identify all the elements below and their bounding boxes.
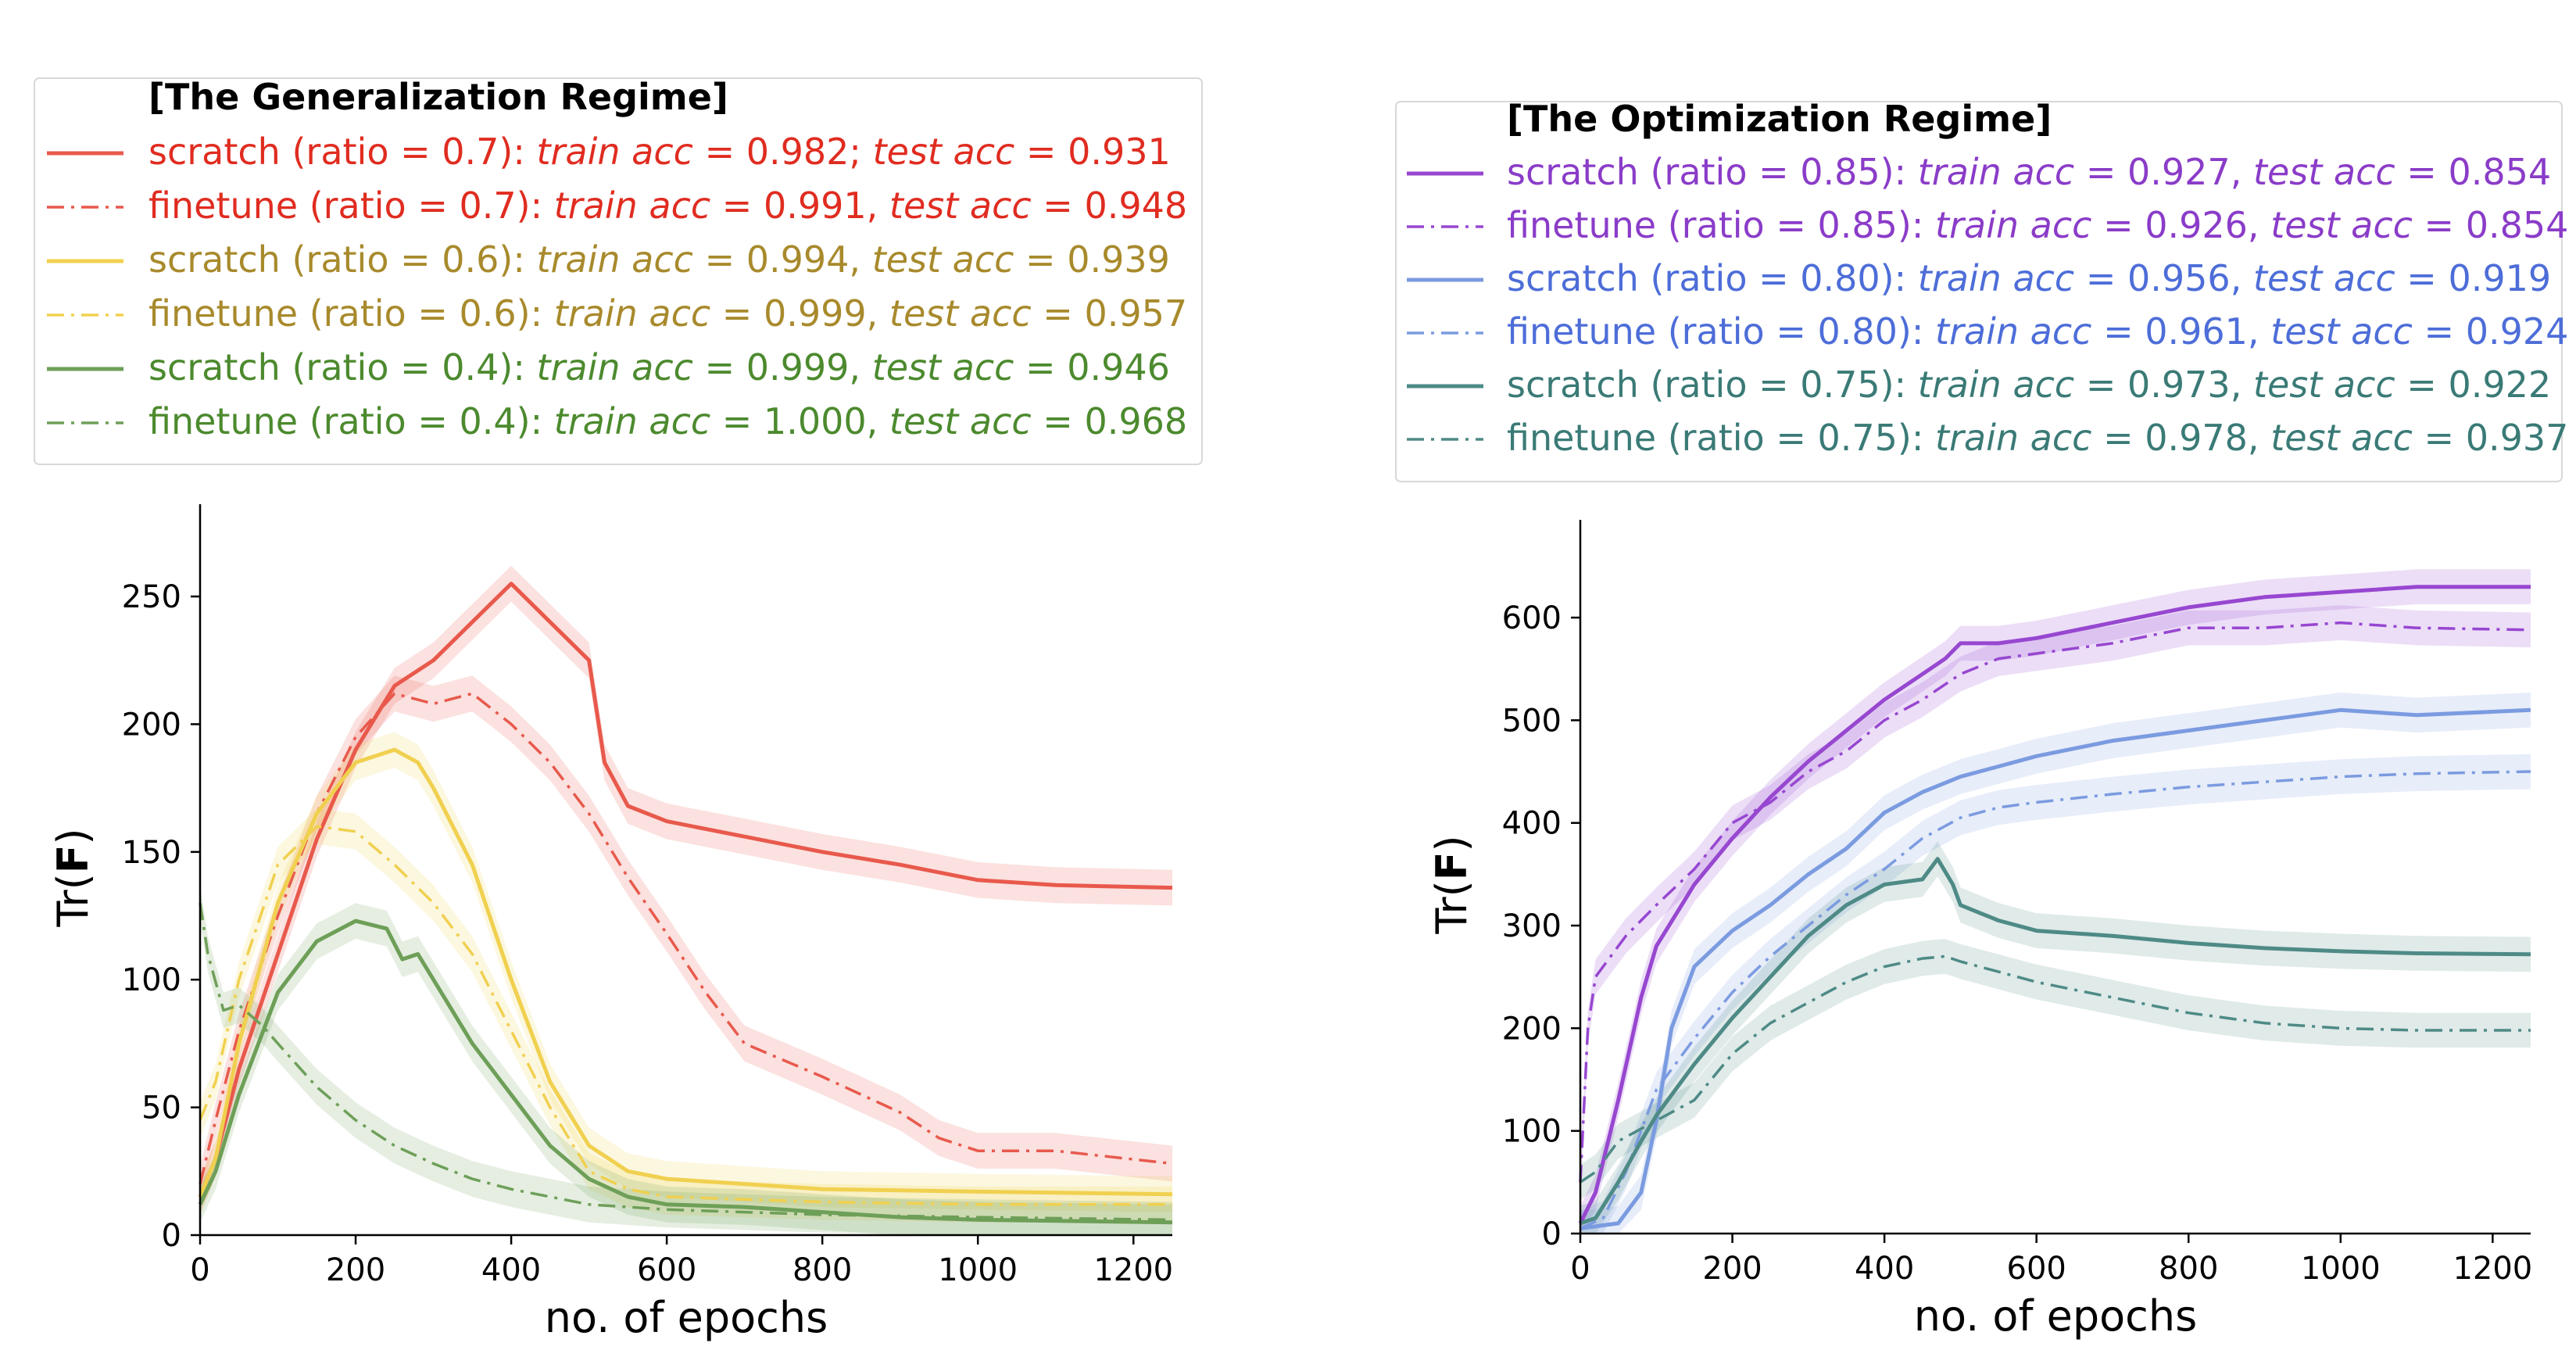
legend-entry: finetune (ratio = 0.6): train acc = 0.99… <box>148 292 1187 335</box>
x-tick-label: 1200 <box>1093 1252 1173 1288</box>
x-tick-label: 0 <box>190 1252 209 1288</box>
legend-entry: finetune (ratio = 0.7): train acc = 0.99… <box>148 184 1187 227</box>
series-line-1 <box>199 692 1173 1185</box>
x-tick-label: 800 <box>2159 1251 2218 1287</box>
series-band-0 <box>200 565 1172 1215</box>
y-tick-label: 500 <box>1502 703 1562 739</box>
y-tick-label: 0 <box>162 1218 181 1254</box>
series-line-0 <box>198 582 1173 1198</box>
series-band-1 <box>200 675 1172 1202</box>
x-tick-label: 200 <box>326 1252 385 1288</box>
x-tick-label: 600 <box>2007 1251 2066 1287</box>
series-band-5 <box>1580 939 2531 1200</box>
x-tick-label: 1000 <box>2301 1251 2381 1287</box>
legend-entry: scratch (ratio = 0.80): train acc = 0.95… <box>1507 257 2551 299</box>
y-tick-label: 100 <box>1502 1114 1562 1150</box>
series-band-0 <box>1580 569 2531 1234</box>
y-tick-label: 400 <box>1502 806 1562 842</box>
x-tick-label: 200 <box>1702 1251 1762 1287</box>
y-tick-label: 200 <box>1502 1011 1562 1047</box>
series-line-2 <box>198 747 1173 1198</box>
x-axis-label: no. of epochs <box>1914 1291 2197 1341</box>
right-panel: 0 200 400 600 800 1000 1200 0 100 200 300 400 500 600… <box>1395 98 2568 1341</box>
x-tick-label: 800 <box>792 1252 852 1288</box>
legend-box <box>1395 101 2563 482</box>
series-line-5 <box>199 902 1173 1222</box>
x-tick-label: 1000 <box>938 1252 1018 1288</box>
series-band-1 <box>1580 605 2531 1200</box>
legend-title: [The Generalization Regime] <box>148 76 728 118</box>
series-line-1 <box>1579 621 2531 1183</box>
y-tick-label: 0 <box>1542 1216 1562 1252</box>
series-line-0 <box>1578 585 2531 1225</box>
legend-entry: finetune (ratio = 0.85): train acc = 0.9… <box>1507 204 2568 246</box>
y-axis-label: Tr(F) <box>1427 835 1476 934</box>
legend-title: [The Optimization Regime] <box>1507 98 2052 140</box>
y-tick-label: 100 <box>122 962 181 998</box>
legend-entry: scratch (ratio = 0.4): train acc = 0.999… <box>148 346 1170 389</box>
series-line-3 <box>199 825 1172 1206</box>
legend-entry: finetune (ratio = 0.75): train acc = 0.9… <box>1507 417 2568 459</box>
left-panel: 0 200 400 600 800 1000 1200 0 50 100 150 200 250 no. … <box>34 76 1203 1342</box>
legend-entry: scratch (ratio = 0.7): train acc = 0.982… <box>148 131 1171 173</box>
series-line-3 <box>1580 770 2531 1230</box>
series-line-4 <box>198 919 1173 1225</box>
x-tick-label: 0 <box>1570 1251 1590 1287</box>
x-tick-label: 1200 <box>2453 1251 2532 1287</box>
series-band-3 <box>200 808 1172 1223</box>
y-tick-label: 150 <box>122 835 181 871</box>
y-tick-label: 250 <box>122 579 181 615</box>
y-tick-label: 300 <box>1502 908 1562 944</box>
y-tick-label: 200 <box>122 707 181 743</box>
y-tick-label: 50 <box>141 1090 181 1126</box>
legend-entry: finetune (ratio = 0.80): train acc = 0.9… <box>1507 310 2568 353</box>
legend-entry: scratch (ratio = 0.85): train acc = 0.92… <box>1507 151 2551 193</box>
y-tick-label: 600 <box>1502 600 1562 636</box>
legend-entry: scratch (ratio = 0.75): train acc = 0.97… <box>1507 363 2551 406</box>
legend-entry: scratch (ratio = 0.6): train acc = 0.994… <box>148 238 1170 281</box>
y-axis-label: Tr(F) <box>48 828 98 927</box>
legend-box <box>34 77 1203 465</box>
series-line-2 <box>1580 707 2531 1230</box>
legend-entry: finetune (ratio = 0.4): train acc = 1.00… <box>148 400 1187 442</box>
x-axis-label: no. of epochs <box>545 1293 828 1342</box>
x-tick-label: 400 <box>1855 1251 1914 1287</box>
x-tick-label: 600 <box>637 1252 696 1288</box>
series-band-4 <box>1580 841 2531 1234</box>
x-tick-label: 400 <box>481 1252 541 1288</box>
series-band-4 <box>200 903 1172 1235</box>
series-line-5 <box>1580 954 2531 1184</box>
